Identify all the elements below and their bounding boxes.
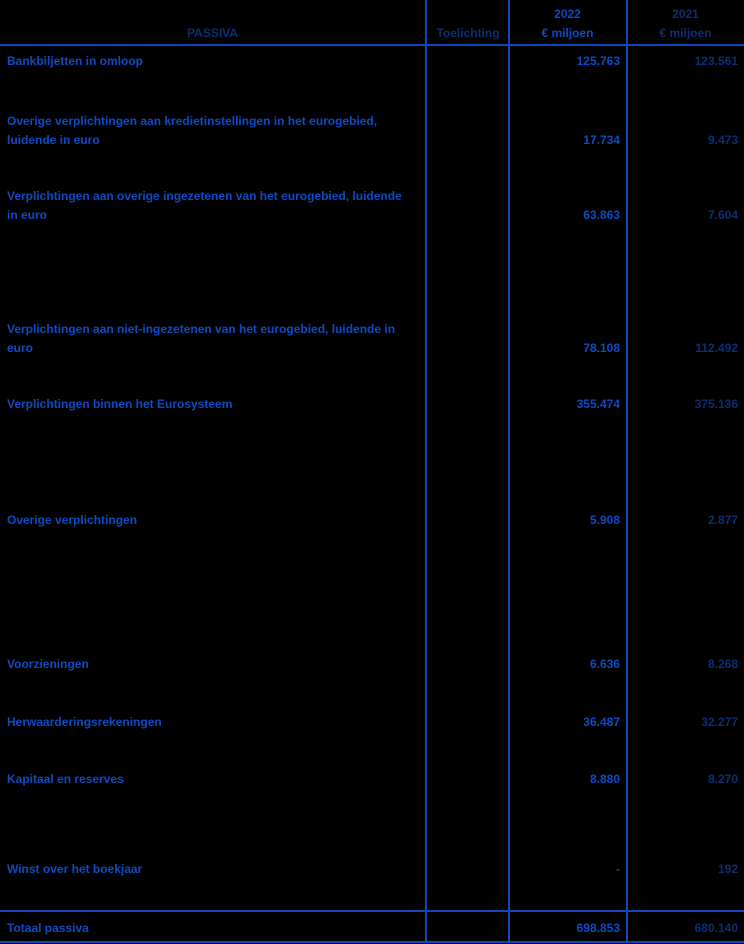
row-label-line: Voorzieningen [7, 657, 89, 671]
value-2022: 355.474 [576, 397, 620, 411]
row-label-line: Bankbiljetten in omloop [7, 54, 144, 68]
column-divider-2021 [626, 0, 628, 943]
column-header-2022: 2022 € miljoen [509, 5, 626, 43]
column-header-2021-unit: € miljoen [659, 26, 712, 40]
value-2022: 17.734 [583, 133, 620, 147]
row-label-line: Verplichtingen binnen het Eurosysteem [7, 397, 233, 411]
column-divider-2022 [508, 0, 510, 943]
row-label-line: Verplichtingen aan niet-ingezetenen van … [7, 322, 396, 336]
value-2021: 123.561 [694, 54, 738, 68]
column-header-toelichting: Toelichting [436, 26, 500, 40]
column-header-2021-year: 2021 [672, 7, 699, 21]
value-2021: 8.268 [707, 657, 738, 671]
row-label: Winst over het boekjaar [7, 860, 421, 879]
column-header-passiva: PASSIVA [187, 26, 238, 40]
column-header-2022-year: 2022 [554, 7, 581, 21]
header-underline [0, 44, 744, 46]
value-2021: 192 [717, 862, 738, 876]
row-label: Kapitaal en reserves [7, 770, 421, 789]
value-2022: 6.636 [589, 657, 620, 671]
total-topline [0, 910, 744, 912]
value-2021: 7.604 [707, 208, 738, 222]
row-label: Bankbiljetten in omloop [7, 52, 421, 71]
value-2022: 8.880 [589, 772, 620, 786]
row-label-line: Winst over het boekjaar [7, 862, 143, 876]
row-label: Overige verplichtingen aan kredietinstel… [7, 112, 421, 150]
row-label-line: luidende in euro [7, 133, 100, 147]
row-label-line: euro [7, 341, 34, 355]
total-value-2022: 698.853 [576, 921, 620, 935]
row-label-line: in euro [7, 208, 48, 222]
value-2022: - [616, 862, 620, 876]
value-2021: 32.277 [701, 715, 738, 729]
row-label: Overige verplichtingen [7, 511, 421, 530]
row-label-line: Overige verplichtingen [7, 513, 138, 527]
value-2021: 9.473 [707, 133, 738, 147]
row-label-line: Totaal passiva [7, 921, 89, 935]
column-header-2021: 2021 € miljoen [627, 5, 744, 43]
row-label-line: Verplichtingen aan overige ingezetenen v… [7, 189, 402, 203]
row-label: Voorzieningen [7, 655, 421, 674]
total-value-2021: 680.140 [694, 921, 738, 935]
value-2021: 2.877 [707, 513, 738, 527]
total-row-label: Totaal passiva [7, 919, 421, 938]
column-divider-toelichting [425, 0, 427, 943]
value-2022: 36.487 [583, 715, 620, 729]
column-header-2022-unit: € miljoen [541, 26, 594, 40]
row-label: Verplichtingen aan niet-ingezetenen van … [7, 320, 421, 358]
value-2021: 8.270 [707, 772, 738, 786]
value-2021: 375.136 [694, 397, 738, 411]
value-2022: 125.763 [576, 54, 620, 68]
value-2022: 78.108 [583, 341, 620, 355]
table-bottomline [0, 941, 744, 943]
row-label-line: Herwaarderingsrekeningen [7, 715, 162, 729]
row-label: Herwaarderingsrekeningen [7, 713, 421, 732]
value-2022: 63.863 [583, 208, 620, 222]
value-2022: 5.908 [589, 513, 620, 527]
row-label-line: Kapitaal en reserves [7, 772, 124, 786]
value-2021: 112.492 [695, 341, 738, 355]
row-label: Verplichtingen binnen het Eurosysteem [7, 395, 421, 414]
row-label-line: Overige verplichtingen aan kredietinstel… [7, 114, 378, 128]
row-label: Verplichtingen aan overige ingezetenen v… [7, 187, 421, 225]
